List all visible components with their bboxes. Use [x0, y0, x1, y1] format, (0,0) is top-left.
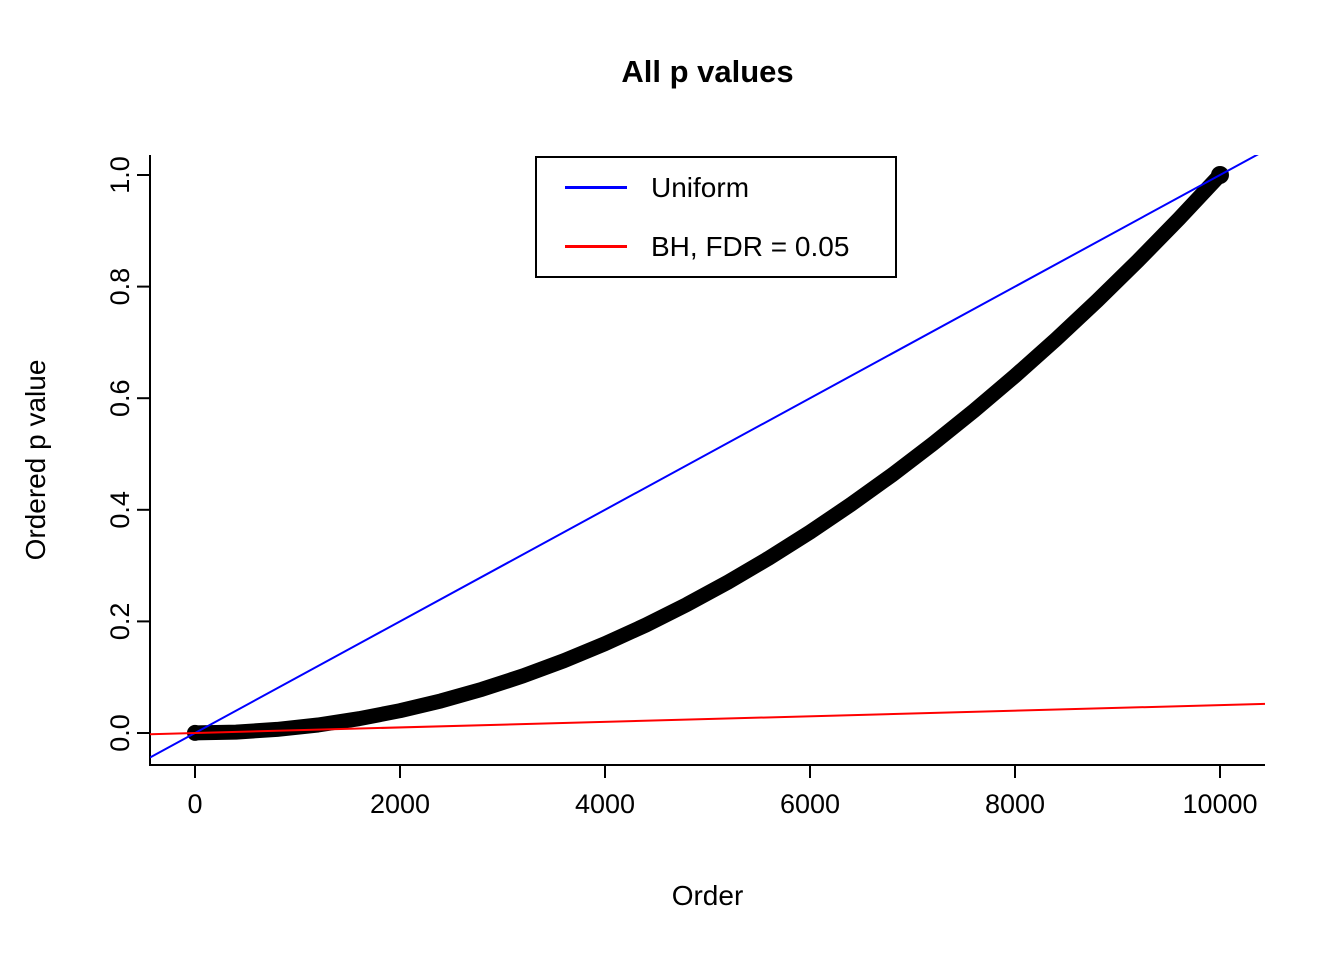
legend: Uniform BH, FDR = 0.05	[535, 156, 897, 278]
svg-text:0.0: 0.0	[105, 714, 135, 752]
svg-text:0.6: 0.6	[105, 379, 135, 417]
y-axis-label: Ordered p value	[20, 359, 51, 561]
legend-entry-bh: BH, FDR = 0.05	[537, 231, 895, 263]
legend-line-bh-icon	[565, 245, 627, 248]
svg-text:1.0: 1.0	[105, 156, 135, 194]
legend-label-bh: BH, FDR = 0.05	[651, 230, 850, 262]
x-axis-label: Order	[671, 880, 744, 911]
svg-text:0: 0	[187, 789, 202, 819]
svg-text:8000: 8000	[985, 789, 1045, 819]
svg-text:0.4: 0.4	[105, 491, 135, 529]
chart-title: All p values	[621, 54, 794, 89]
svg-text:0.8: 0.8	[105, 268, 135, 306]
legend-entry-uniform: Uniform	[537, 172, 895, 204]
legend-label-uniform: Uniform	[651, 171, 750, 203]
svg-text:4000: 4000	[575, 789, 635, 819]
svg-text:6000: 6000	[780, 789, 840, 819]
svg-text:10000: 10000	[1182, 789, 1257, 819]
svg-text:2000: 2000	[370, 789, 430, 819]
legend-line-uniform-icon	[565, 186, 627, 189]
svg-text:0.2: 0.2	[105, 603, 135, 641]
